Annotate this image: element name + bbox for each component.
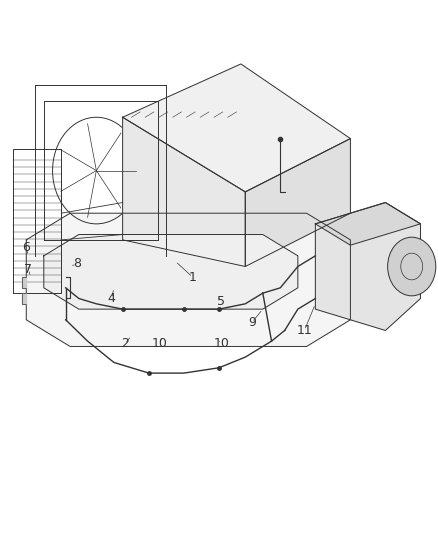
Polygon shape: [123, 64, 350, 192]
Text: 2: 2: [121, 337, 129, 350]
Text: 4: 4: [108, 292, 116, 305]
Circle shape: [388, 237, 436, 296]
Text: 1: 1: [189, 271, 197, 284]
Text: 10: 10: [213, 337, 229, 350]
Text: 10: 10: [152, 337, 168, 350]
Text: 6: 6: [22, 241, 30, 254]
Polygon shape: [22, 293, 26, 304]
Polygon shape: [22, 277, 26, 288]
Polygon shape: [44, 235, 298, 309]
Polygon shape: [123, 117, 245, 266]
Polygon shape: [26, 213, 350, 346]
Text: 5: 5: [217, 295, 225, 308]
Polygon shape: [315, 203, 420, 330]
Polygon shape: [245, 139, 350, 266]
Polygon shape: [315, 203, 420, 245]
Text: 7: 7: [25, 263, 32, 276]
Text: 9: 9: [248, 316, 256, 329]
Text: 11: 11: [297, 324, 312, 337]
Text: 8: 8: [73, 257, 81, 270]
